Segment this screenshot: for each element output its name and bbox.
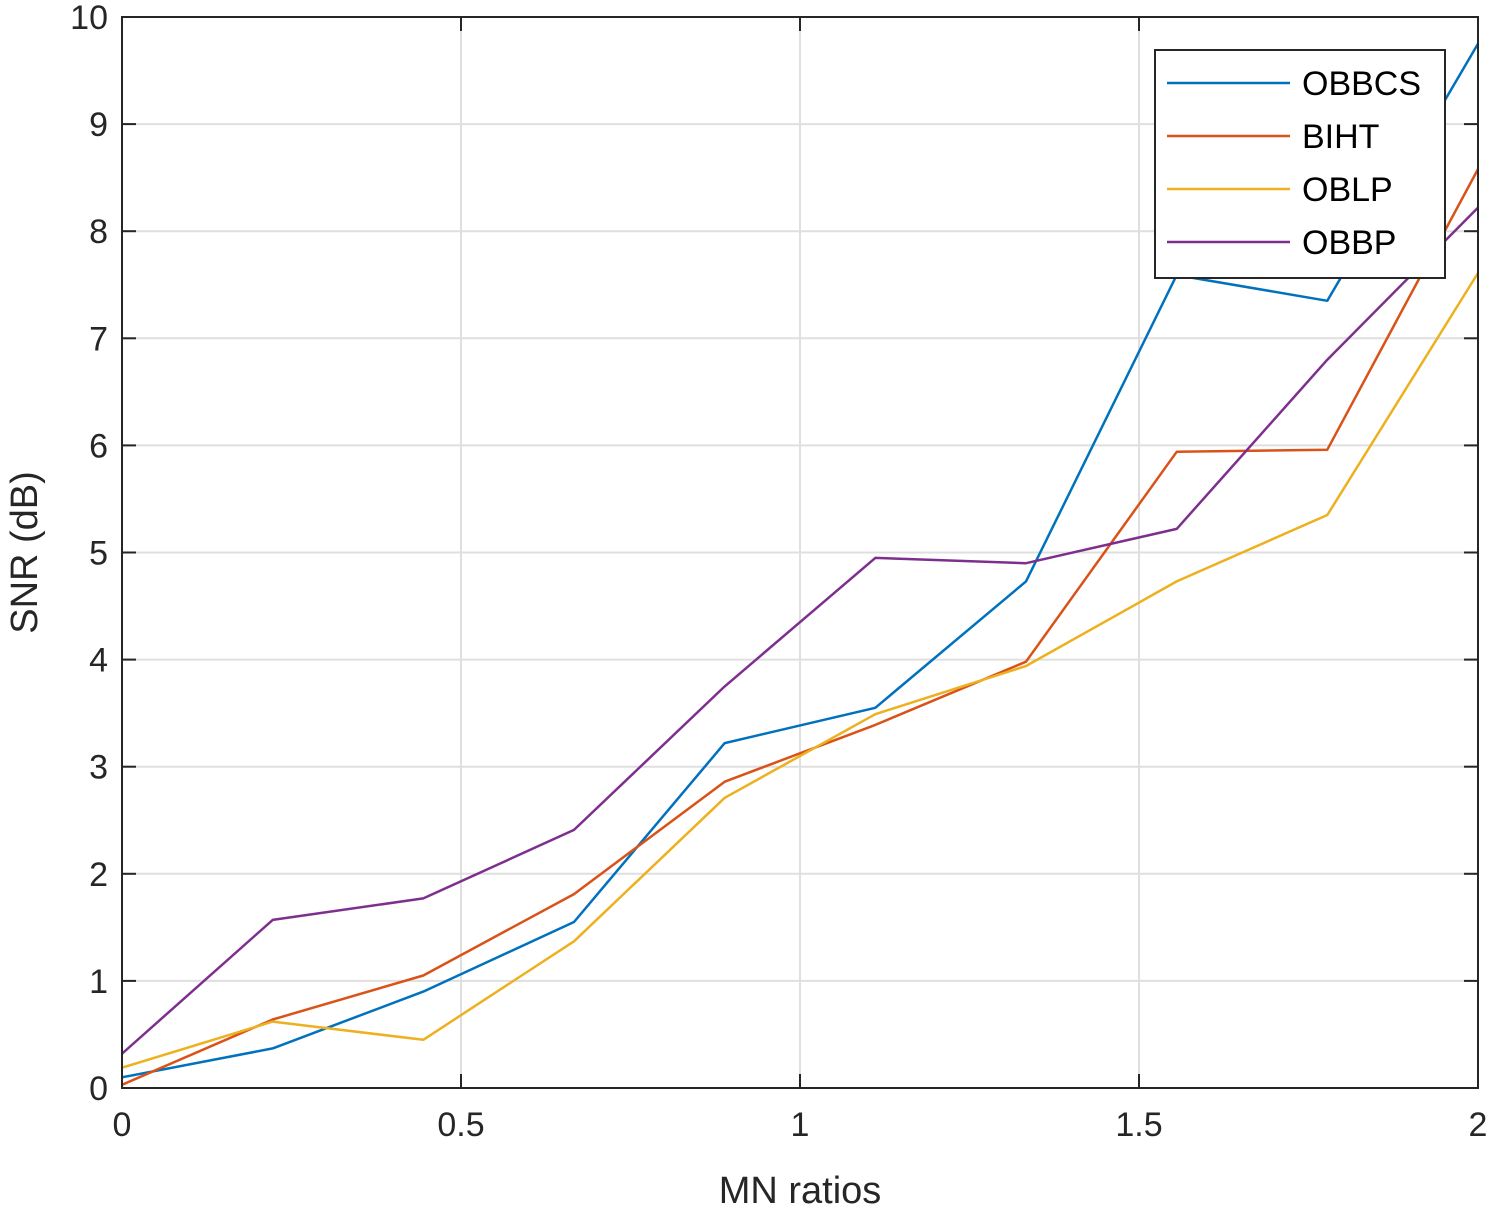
y-tick-label: 7 <box>89 320 108 358</box>
series-line-obbp <box>121 206 1479 1055</box>
x-tick-label: 2 <box>1469 1106 1488 1144</box>
legend-label-obbp: OBBP <box>1302 224 1396 262</box>
y-tick-labels: 0 1 2 3 4 5 6 7 8 9 10 <box>70 0 108 1108</box>
legend-box <box>1154 49 1446 279</box>
x-axis-label: MN ratios <box>719 1170 882 1211</box>
y-tick-label: 10 <box>70 0 108 37</box>
x-tick-label: 1 <box>791 1106 810 1144</box>
legend-label-biht: BIHT <box>1302 118 1379 156</box>
series-line-oblp <box>121 272 1480 1069</box>
y-tick-label: 3 <box>89 749 108 787</box>
y-tick-label: 6 <box>89 427 108 465</box>
x-tick-label: 1.5 <box>1115 1106 1162 1144</box>
y-tick-label: 8 <box>89 213 108 251</box>
y-tick-label: 2 <box>89 856 108 894</box>
y-tick-label: 1 <box>89 963 108 1001</box>
series-lines <box>121 43 1480 1086</box>
x-tick-labels: 0 0.5 1 1.5 2 <box>113 1106 1488 1144</box>
y-axis-label: SNR (dB) <box>4 471 46 634</box>
legend-label-oblp: OBLP <box>1302 171 1393 209</box>
y-tick-label: 0 <box>89 1070 108 1108</box>
x-tick-label: 0.5 <box>437 1106 484 1144</box>
x-tick-label: 0 <box>113 1106 132 1144</box>
legend-label-obbcs: OBBCS <box>1302 65 1421 103</box>
tick-marks <box>121 16 1479 1089</box>
y-tick-label: 4 <box>89 642 108 680</box>
y-tick-label: 5 <box>89 535 108 573</box>
legend: OBBCS BIHT OBLP OBBP <box>1154 49 1446 279</box>
series-line-obbcs <box>121 43 1480 1079</box>
series-line-biht <box>121 168 1480 1086</box>
y-tick-label: 9 <box>89 106 108 144</box>
